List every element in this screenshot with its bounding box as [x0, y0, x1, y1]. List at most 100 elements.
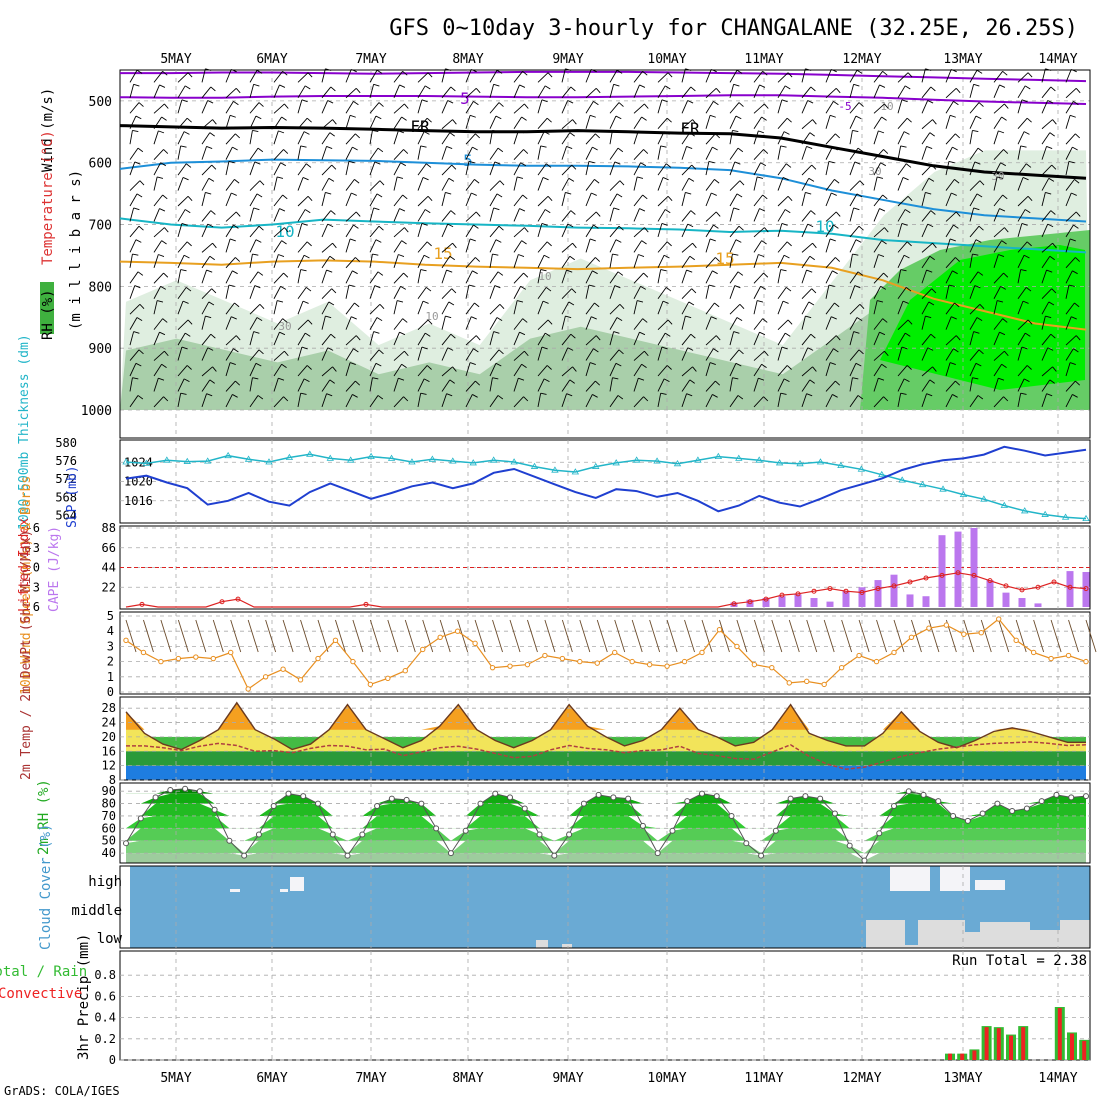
wind-barb-flag — [541, 346, 548, 350]
wind-barb — [201, 269, 207, 284]
thickness-point — [428, 455, 437, 462]
wind-barb-flag — [663, 378, 670, 383]
wind-barb — [1041, 100, 1049, 114]
wind-barb — [321, 119, 333, 130]
wind-barb-flag — [450, 86, 456, 92]
wind-barb — [345, 270, 353, 284]
wind-barb — [825, 380, 836, 392]
wind-barb — [1065, 316, 1072, 330]
thickness-point — [1061, 513, 1070, 520]
wind-barb — [921, 269, 927, 284]
wind-barb-flag — [421, 346, 428, 350]
wind-barb — [897, 209, 906, 222]
wind-barb — [993, 84, 1000, 98]
wind-barb — [129, 130, 133, 145]
wind-barb — [945, 161, 950, 176]
wind-barb-flag — [233, 101, 239, 106]
wind-barb — [441, 269, 447, 284]
wind-barb — [321, 210, 332, 222]
wind-barb — [1017, 131, 1025, 145]
wind-barb — [969, 285, 976, 299]
wind-barb — [1017, 85, 1026, 99]
wind-barb — [873, 300, 878, 315]
rh-point — [477, 800, 484, 807]
wind-barb-flag — [186, 117, 192, 123]
wind-barb — [849, 239, 857, 253]
wind10m-barb — [492, 619, 503, 653]
wind10m-point — [437, 634, 443, 640]
wind10m-barb — [352, 619, 364, 653]
wind-barb — [489, 253, 493, 268]
wind-barb-flag — [304, 85, 311, 90]
wind-barb-flag — [1071, 192, 1077, 196]
wind-barb — [201, 164, 213, 176]
wind-barb-flag — [1075, 133, 1081, 139]
wind-barb — [873, 227, 885, 238]
li-point — [955, 570, 961, 576]
wind-barb — [489, 303, 501, 315]
wind-barb — [537, 195, 549, 207]
wind-barb — [993, 300, 998, 315]
wind-barb-flag — [977, 147, 984, 153]
wind-barb — [801, 100, 809, 114]
wind-barb-flag — [1024, 332, 1031, 337]
wind-barb — [1017, 319, 1029, 330]
wind-barb-flag — [855, 362, 862, 367]
wind-barb — [945, 257, 956, 269]
rh-point — [447, 850, 454, 857]
wind-barb — [753, 272, 764, 284]
wind-barb — [753, 396, 764, 408]
wind-barb — [609, 225, 620, 238]
wind-barb-flag — [901, 99, 908, 103]
wind-barb — [873, 396, 884, 408]
wind-barb-flag — [205, 191, 212, 195]
wind-barb — [369, 102, 380, 114]
wind-barb — [249, 115, 257, 129]
wind-barb — [513, 227, 525, 238]
wind-barb — [321, 288, 333, 300]
wind-barb — [1065, 302, 1075, 315]
wind-barb-flag — [932, 366, 937, 372]
wind-barb — [681, 393, 687, 408]
rh-point — [817, 795, 824, 802]
wind-barb-flag — [786, 117, 792, 123]
wind-barb — [345, 394, 353, 408]
wind-barb — [585, 115, 591, 129]
wind-tick-label: 2 — [107, 655, 114, 669]
cape-tick-label: 22 — [102, 580, 116, 594]
wind-barb — [801, 269, 807, 284]
temp-tick-label: 28 — [102, 701, 116, 715]
wind-barb — [153, 162, 161, 176]
wind-barb-flag — [643, 272, 649, 278]
wind-barb-flag — [180, 145, 187, 148]
wind-barb — [993, 176, 998, 191]
wind-barb-flag — [259, 180, 265, 186]
cape-bar — [1034, 603, 1042, 607]
wind-barb — [1065, 87, 1077, 99]
wind-barb-flag — [427, 195, 433, 202]
wind-barb — [729, 130, 733, 145]
wind-barb — [729, 147, 739, 160]
wind-barb — [321, 132, 331, 145]
wind-barb — [537, 223, 543, 238]
wind-barb — [945, 192, 952, 207]
wind-barb-flag — [355, 335, 361, 341]
wind-barb-flag — [900, 145, 907, 148]
thickness-point — [612, 459, 620, 466]
wind-barb — [825, 101, 834, 114]
wind-barb-flag — [641, 240, 647, 245]
wind-barb-flag — [187, 319, 193, 325]
wind-barb-flag — [378, 225, 384, 231]
cloud-row-label: middle — [71, 903, 122, 919]
wind-barb — [897, 195, 909, 207]
thickness-tick-label: 564 — [55, 508, 77, 522]
wind-barb-flag — [231, 68, 237, 73]
wind-barb — [921, 68, 926, 83]
wind10m-point — [228, 649, 234, 656]
wind-barb — [129, 225, 140, 238]
wind-barb-flag — [925, 191, 932, 195]
wind-barb — [393, 84, 400, 98]
wind10m-barb — [841, 619, 853, 653]
cloud-high-patch — [890, 866, 930, 891]
wind-barb — [945, 302, 955, 315]
